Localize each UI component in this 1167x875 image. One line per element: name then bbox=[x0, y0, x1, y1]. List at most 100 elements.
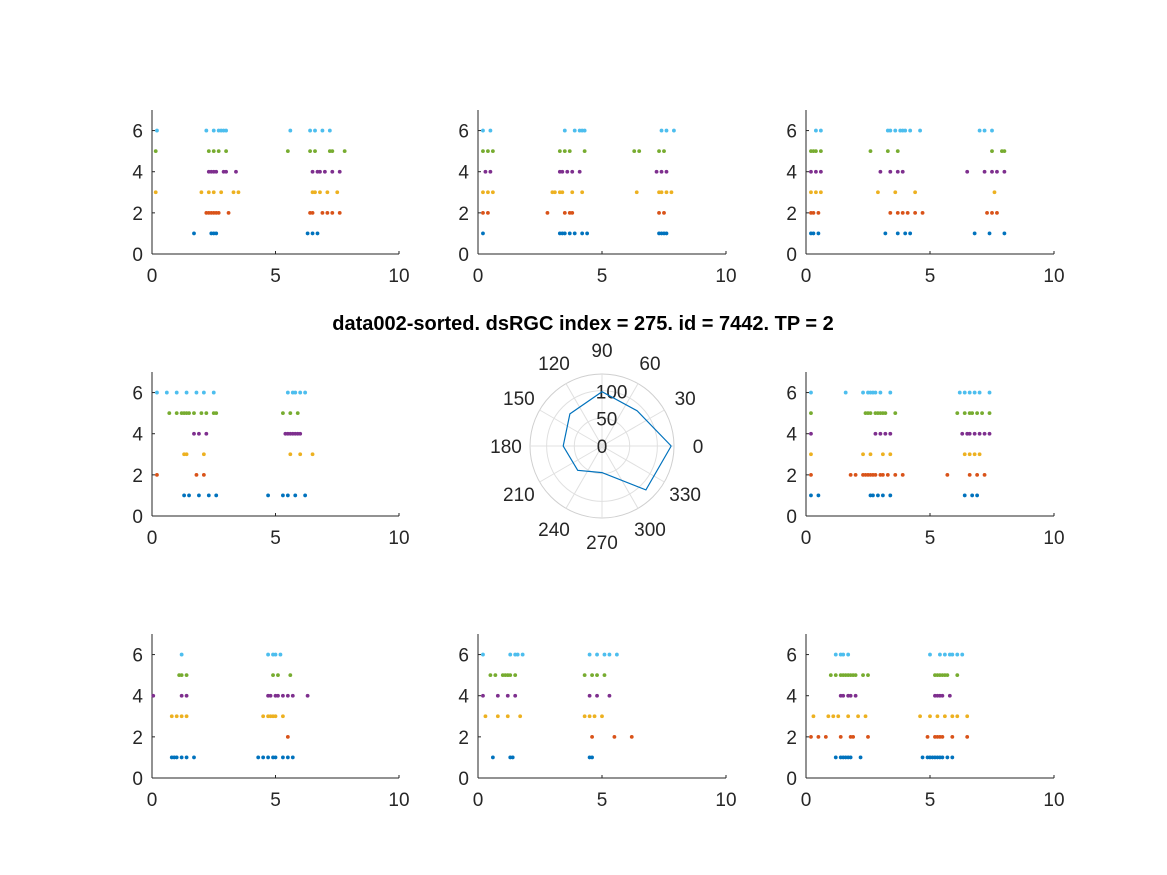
spike-point-trial-2 bbox=[562, 210, 567, 215]
spike-point-trial-4 bbox=[505, 693, 510, 698]
polar-grid-spoke bbox=[539, 409, 603, 447]
spike-point-trial-6 bbox=[266, 652, 270, 657]
spike-point-trial-3 bbox=[560, 190, 565, 195]
spike-point-trial-4 bbox=[982, 431, 987, 436]
spike-point-trial-5 bbox=[990, 149, 994, 154]
spike-point-trial-4 bbox=[947, 693, 952, 698]
spike-point-trial-3 bbox=[184, 714, 189, 719]
spike-point-trial-5 bbox=[582, 673, 587, 678]
spike-point-trial-3 bbox=[809, 452, 813, 457]
spike-point-trial-6 bbox=[955, 652, 960, 657]
spike-point-trial-4 bbox=[151, 693, 156, 698]
spike-point-trial-6 bbox=[818, 128, 823, 133]
polar-grid-spoke bbox=[565, 383, 603, 447]
raster-panel-middle-left: 0 5 10 0 2 4 6 bbox=[132, 372, 410, 549]
x-tick-label: 5 bbox=[925, 790, 936, 811]
spike-point-trial-6 bbox=[833, 652, 838, 657]
spike-point-trial-5 bbox=[632, 149, 637, 154]
spike-point-trial-5 bbox=[868, 149, 873, 154]
spike-point-trial-4 bbox=[560, 169, 565, 174]
spike-point-trial-5 bbox=[1002, 149, 1007, 154]
y-tick-label: 0 bbox=[458, 769, 469, 790]
spike-point-trial-6 bbox=[288, 128, 293, 133]
spike-point-trial-1 bbox=[876, 493, 880, 498]
spike-point-trial-2 bbox=[900, 210, 905, 215]
spike-point-trial-5 bbox=[211, 149, 216, 154]
y-tick-label: 4 bbox=[786, 687, 797, 708]
y-tick-label: 6 bbox=[458, 122, 469, 143]
spike-point-trial-5 bbox=[508, 673, 513, 678]
spike-point-trial-3 bbox=[169, 714, 174, 719]
spike-point-trial-2 bbox=[325, 210, 330, 215]
spike-point-trial-4 bbox=[977, 431, 982, 436]
spike-point-trial-3 bbox=[273, 714, 278, 719]
spike-point-trial-2 bbox=[809, 734, 813, 739]
spike-point-trial-2 bbox=[320, 210, 325, 215]
spike-point-trial-4 bbox=[310, 169, 315, 174]
spike-point-trial-1 bbox=[562, 231, 567, 236]
spike-point-trial-3 bbox=[281, 714, 285, 719]
spike-point-trial-6 bbox=[878, 390, 883, 395]
spike-point-trial-2 bbox=[612, 734, 617, 739]
spike-point-trial-6 bbox=[602, 652, 607, 657]
spike-point-trial-4 bbox=[184, 693, 189, 698]
spike-point-trial-3 bbox=[913, 190, 918, 195]
spike-point-trial-1 bbox=[880, 493, 885, 498]
y-tick-label: 4 bbox=[132, 687, 143, 708]
spike-point-trial-3 bbox=[918, 714, 922, 719]
spike-point-trial-3 bbox=[818, 190, 823, 195]
y-tick-label: 6 bbox=[786, 384, 797, 405]
spike-point-trial-1 bbox=[285, 493, 290, 498]
spike-point-trial-6 bbox=[572, 128, 577, 133]
spike-point-trial-1 bbox=[187, 493, 191, 498]
spike-point-trial-1 bbox=[903, 231, 908, 236]
spike-point-trial-3 bbox=[880, 452, 885, 457]
spike-point-trial-3 bbox=[928, 714, 932, 719]
spike-point-trial-1 bbox=[310, 231, 315, 236]
spike-point-trial-4 bbox=[330, 169, 335, 174]
spike-point-trial-1 bbox=[281, 493, 285, 498]
raster-panel-bottom-right: 0 5 10 0 2 4 6 bbox=[786, 634, 1065, 811]
x-tick-label: 0 bbox=[801, 266, 812, 287]
spike-point-trial-3 bbox=[325, 190, 330, 195]
spike-point-trial-4 bbox=[848, 693, 853, 698]
spike-point-trial-1 bbox=[962, 493, 967, 498]
spike-point-trial-3 bbox=[298, 452, 303, 457]
spike-point-trial-4 bbox=[179, 693, 184, 698]
spike-point-trial-2 bbox=[895, 210, 900, 215]
spike-point-trial-5 bbox=[184, 673, 189, 678]
spike-point-trial-1 bbox=[972, 231, 977, 236]
spike-point-trial-4 bbox=[888, 431, 893, 436]
spike-point-trial-6 bbox=[481, 128, 485, 133]
x-tick-label: 0 bbox=[801, 528, 812, 549]
spike-point-trial-1 bbox=[945, 755, 950, 760]
spike-point-trial-5 bbox=[187, 411, 191, 416]
spike-point-trial-6 bbox=[278, 652, 283, 657]
polar-angle-label: 300 bbox=[634, 520, 666, 541]
spike-point-trial-3 bbox=[206, 190, 211, 195]
spike-point-trial-5 bbox=[883, 411, 888, 416]
spike-point-trial-5 bbox=[285, 149, 290, 154]
spike-point-trial-6 bbox=[327, 128, 332, 133]
spike-point-trial-3 bbox=[861, 452, 865, 457]
spike-point-trial-3 bbox=[634, 190, 639, 195]
spike-point-trial-6 bbox=[977, 128, 982, 133]
spike-point-trial-3 bbox=[836, 714, 841, 719]
spike-point-trial-2 bbox=[853, 472, 858, 477]
raster-panel-top-center: 0 5 10 0 2 4 6 bbox=[458, 110, 737, 287]
spike-point-trial-5 bbox=[192, 411, 196, 416]
spike-point-trial-3 bbox=[201, 452, 206, 457]
spike-point-trial-3 bbox=[261, 714, 266, 719]
spike-point-trial-1 bbox=[895, 231, 900, 236]
spike-point-trial-1 bbox=[920, 755, 925, 760]
spike-point-trial-5 bbox=[833, 673, 838, 678]
spike-point-trial-2 bbox=[285, 734, 290, 739]
spike-point-trial-1 bbox=[811, 231, 816, 236]
polar-radius-label: 100 bbox=[596, 382, 628, 403]
spike-point-trial-2 bbox=[816, 210, 821, 215]
y-tick-label: 0 bbox=[786, 507, 797, 528]
spike-point-trial-4 bbox=[570, 169, 575, 174]
spike-point-trial-4 bbox=[281, 693, 285, 698]
